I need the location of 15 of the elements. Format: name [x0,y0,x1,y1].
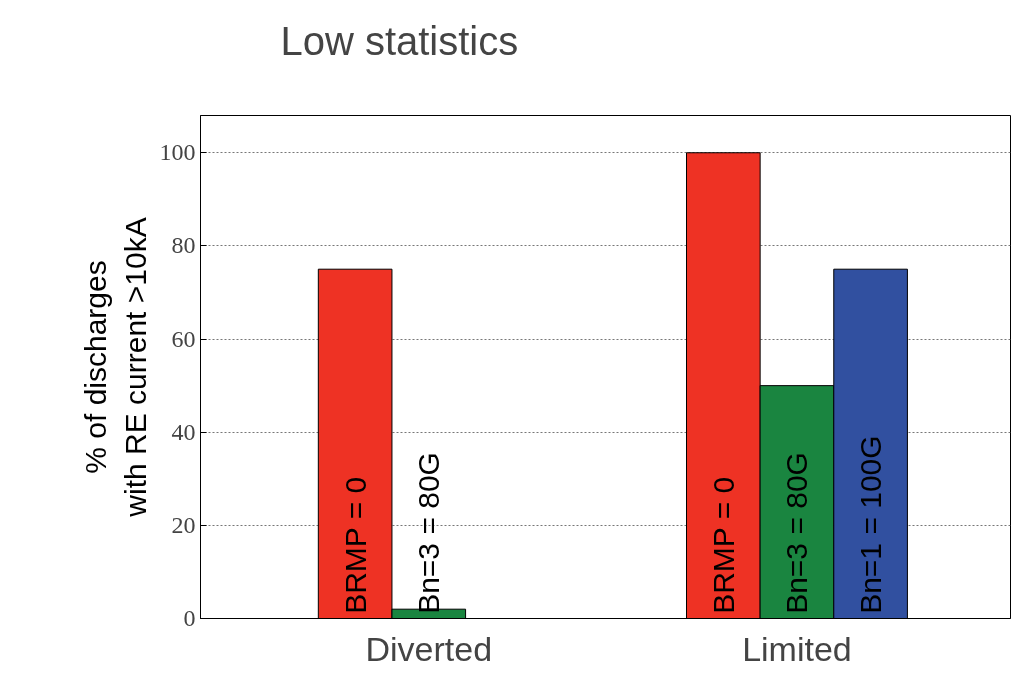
y-axis-title: % of discharges with RE current >10kA [78,217,152,518]
x-tick-label: Diverted [365,629,493,668]
y-tick-label: 40 [171,418,196,445]
x-tick-label: Limited [742,629,852,668]
y-tick-label: 80 [171,232,196,259]
y-tick-label: 20 [171,511,196,538]
y-tick-label: 100 [159,139,196,166]
text: Low statistics [280,19,519,64]
text: Bn=3 = 80G [412,452,446,614]
y-tick-label: 60 [171,325,196,352]
series-label: BRMP = 0 [338,476,372,614]
text: Bn=3 = 80G [780,452,814,614]
y-tick-label: 0 [183,605,196,631]
series-label: Bn=1 = 100G [854,435,888,614]
text: BRMP = 0 [706,476,740,614]
